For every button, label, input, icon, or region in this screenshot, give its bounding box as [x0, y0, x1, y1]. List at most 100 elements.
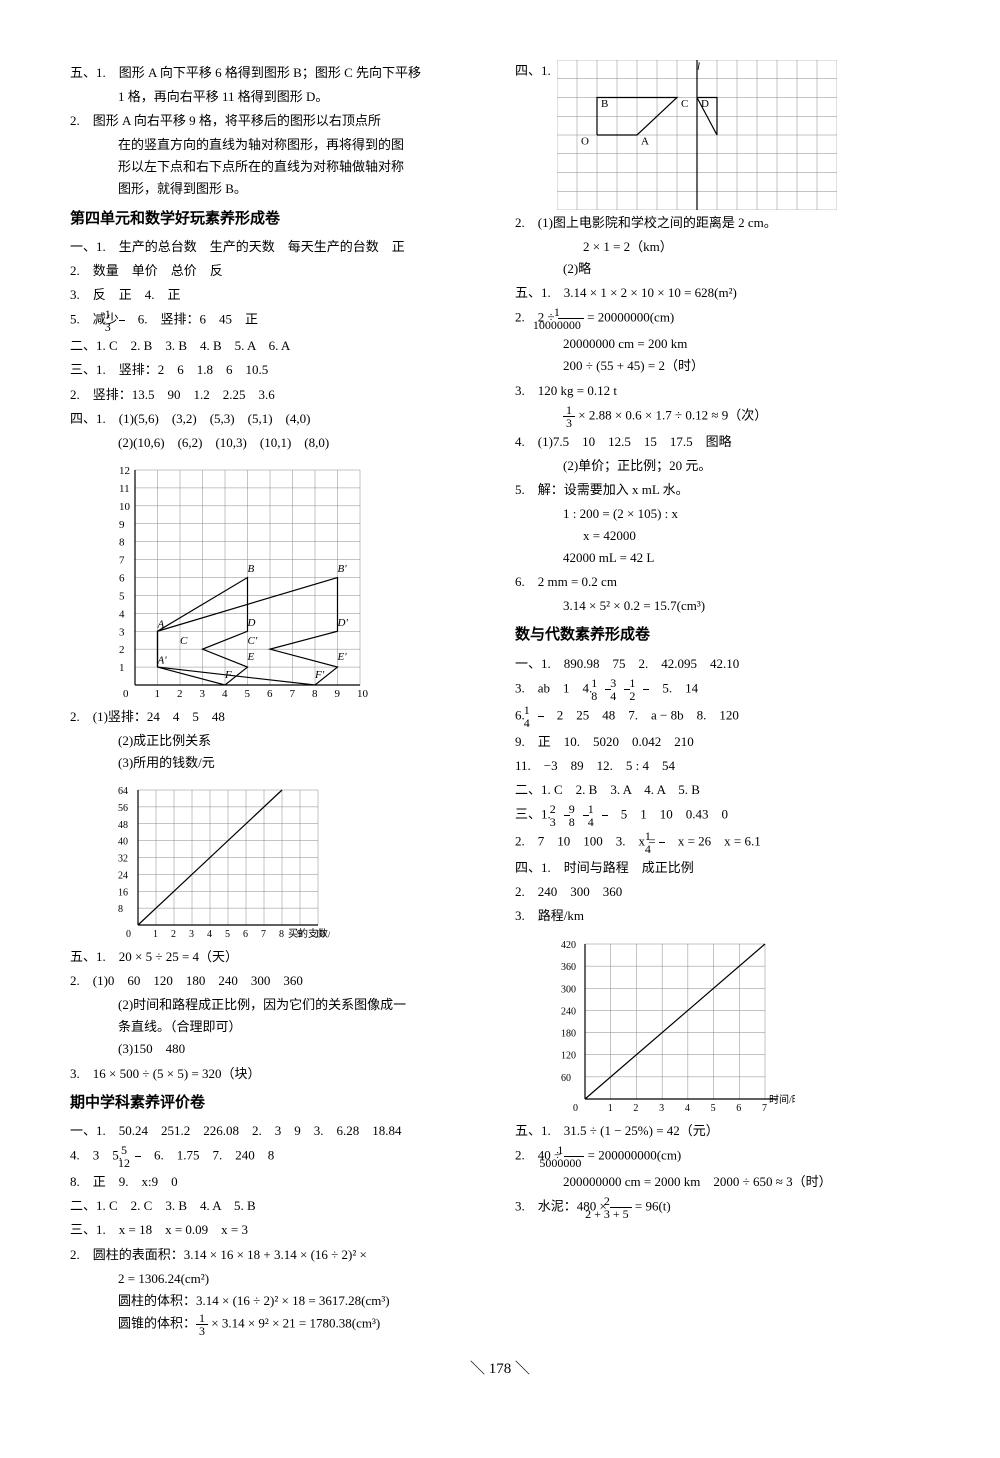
text: 五、1. 20 × 5 ÷ 25 = 4（天） [70, 946, 485, 968]
text: 2. 240 300 360 [515, 881, 930, 903]
text: (3)150 480 [70, 1038, 485, 1060]
svg-text:C: C [681, 98, 688, 110]
text: 五、1. 31.5 ÷ (1 − 25%) = 42（元） [515, 1120, 930, 1142]
svg-text:0: 0 [123, 688, 129, 700]
text: 3. 120 kg = 0.12 t [515, 380, 930, 402]
text: 4. (1)7.5 10 12.5 15 17.5 图略 [515, 431, 930, 453]
svg-text:3: 3 [119, 626, 125, 638]
svg-text:B: B [601, 98, 608, 110]
text: 2. 竖排：13.5 90 1.2 2.25 3.6 [70, 384, 485, 406]
fraction: 13 [196, 1312, 208, 1337]
grid-diagram: lBCDAO [557, 60, 837, 210]
line-chart-3: 1234567601201802403003604200时间/时 [555, 934, 930, 1114]
text: 三、1. [515, 807, 564, 822]
svg-text:12: 12 [119, 465, 130, 477]
svg-text:买的支数/支: 买的支数/支 [288, 927, 330, 940]
svg-text:40: 40 [118, 837, 128, 848]
svg-text:56: 56 [118, 803, 128, 814]
text: 9. 正 10. 5020 0.042 210 [515, 731, 930, 753]
text: = 96(t) [632, 1198, 671, 1213]
svg-text:420: 420 [561, 940, 576, 951]
svg-text:E': E' [337, 651, 348, 663]
text: 2. 数量 单价 总价 反 [70, 260, 485, 282]
text: 2 = 1306.24(cm²) [70, 1268, 485, 1290]
text: 6. 2 mm = 0.2 cm [515, 571, 930, 593]
text: 2. 40 ÷ 15000000 = 200000000(cm) [515, 1144, 930, 1169]
svg-text:8: 8 [118, 904, 123, 915]
two-column-layout: 五、1. 图形 A 向下平移 6 格得到图形 B；图形 C 先向下平移 1 格，… [70, 60, 930, 1337]
grid-diagram-row: 四、1. lBCDAO [515, 60, 930, 210]
svg-text:48: 48 [118, 820, 128, 831]
text: (2)(10,6) (6,2) (10,3) (10,1) (8,0) [70, 432, 485, 454]
text: 条直线。（合理即可） [70, 1016, 485, 1038]
text: (2)时间和路程成正比例，因为它们的关系图像成一 [70, 994, 485, 1016]
text: 5. 解：设需要加入 x mL 水。 [515, 479, 930, 501]
text: 2. 7 10 100 3. x = 14 x = 26 x = 6.1 [515, 830, 930, 855]
text: 在的竖直方向的直线为轴对称图形，再将得到的图 [70, 134, 485, 156]
text: 二、1. C 2. C 3. B 4. A 5. B [70, 1195, 485, 1217]
svg-text:D: D [701, 98, 709, 110]
svg-text:B: B [248, 563, 255, 575]
text: 5 1 10 0.43 0 [608, 807, 728, 822]
svg-text:300: 300 [561, 984, 576, 995]
text: 3. 水泥：480 × 22 + 3 + 5 = 96(t) [515, 1195, 930, 1220]
text: (2)成正比例关系 [70, 730, 485, 752]
svg-text:7: 7 [119, 554, 125, 566]
svg-text:3: 3 [189, 929, 194, 940]
text: 2. 2 ÷ 110000000 = 20000000(cm) [515, 306, 930, 331]
svg-text:7: 7 [290, 688, 296, 700]
text: 3. 反 正 4. 正 [70, 284, 485, 306]
line-chart-2: 123456789108162432404856640买的支数/支 [110, 780, 485, 940]
text: 三、1. 竖排：2 6 1.8 6 10.5 [70, 359, 485, 381]
text: 6. 1.75 7. 240 8 [141, 1148, 274, 1163]
text: 四、1. (1)(5,6) (3,2) (5,3) (5,1) (4,0) [70, 408, 485, 430]
svg-text:120: 120 [561, 1050, 576, 1061]
fraction: 15000000 [564, 1144, 584, 1169]
svg-text:6: 6 [267, 688, 273, 700]
svg-text:10: 10 [357, 688, 369, 700]
fraction: 13 [563, 404, 575, 429]
svg-text:180: 180 [561, 1028, 576, 1039]
svg-text:10: 10 [119, 501, 131, 513]
text: 五、1. 3.14 × 1 × 2 × 10 × 10 = 628(m²) [515, 282, 930, 304]
text: 5. 减少13 6. 竖排：6 45 正 [70, 308, 485, 333]
svg-text:7: 7 [762, 1103, 767, 1114]
svg-text:4: 4 [222, 688, 228, 700]
text: 2. 图形 A 向右平移 9 格，将平移后的图形以右顶点所 [70, 110, 485, 132]
svg-text:8: 8 [312, 688, 318, 700]
svg-text:0: 0 [126, 929, 131, 940]
svg-text:5: 5 [225, 929, 230, 940]
text: 5. 14 [649, 680, 698, 695]
svg-text:6: 6 [736, 1103, 741, 1114]
svg-text:1: 1 [119, 662, 125, 674]
svg-text:6: 6 [243, 929, 248, 940]
text: 2. 7 10 100 3. x = [515, 834, 659, 849]
text: = 200000000(cm) [584, 1147, 681, 1162]
svg-text:4: 4 [685, 1103, 690, 1114]
text: 三、1. x = 18 x = 0.09 x = 3 [70, 1219, 485, 1241]
text: = 20000000(cm) [584, 310, 674, 325]
svg-text:9: 9 [119, 519, 125, 531]
text: x = 42000 [515, 525, 930, 547]
svg-text:32: 32 [118, 854, 128, 865]
svg-text:O: O [581, 135, 589, 147]
text: 一、1. 生产的总台数 生产的天数 每天生产的台数 正 [70, 236, 485, 258]
text: 一、1. 50.24 251.2 226.08 2. 3 9 3. 6.28 1… [70, 1120, 485, 1142]
label: 四、1. [515, 60, 551, 210]
svg-text:11: 11 [119, 483, 130, 495]
svg-text:B': B' [338, 563, 348, 575]
svg-text:16: 16 [118, 887, 128, 898]
svg-text:A: A [641, 135, 649, 147]
text: 2 × 1 = 2（km） [515, 236, 930, 258]
svg-text:1: 1 [608, 1103, 613, 1114]
text: 3. ab 1 4. 18 34 12 5. 14 [515, 677, 930, 702]
svg-text:24: 24 [118, 870, 128, 881]
text: 2 25 48 7. a − 8b 8. 120 [544, 707, 739, 722]
left-column: 五、1. 图形 A 向下平移 6 格得到图形 B；图形 C 先向下平移 1 格，… [70, 60, 485, 1337]
svg-text:7: 7 [261, 929, 266, 940]
text: 形以左下点和右下点所在的直线为对称轴做轴对称 [70, 156, 485, 178]
coordinate-chart-1: 123456789101234567891011120AA'BB'CC'DD'E… [110, 460, 485, 700]
text: 13 × 2.88 × 0.6 × 1.7 ÷ 0.12 ≈ 9（次） [515, 404, 930, 429]
text: 3.14 × 5² × 0.2 = 15.7(cm³) [515, 595, 930, 617]
text: (2)单价；正比例；20 元。 [515, 455, 930, 477]
